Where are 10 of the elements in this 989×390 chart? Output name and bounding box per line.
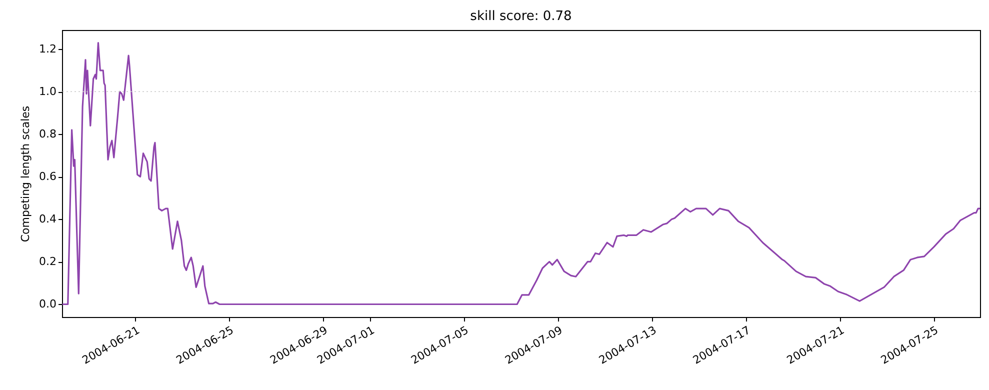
line-series	[62, 42, 980, 306]
y-tick-label: 1.2	[39, 42, 56, 56]
y-tick-label: 0.0	[39, 298, 56, 311]
y-tick-label: 0.2	[39, 255, 56, 268]
chart-title: skill score: 0.78	[470, 9, 572, 24]
y-tick-label: 0.4	[39, 212, 56, 226]
y-tick-label: 0.8	[39, 128, 56, 141]
y-tick-label: 1.0	[39, 85, 56, 98]
y-tick-label: 0.6	[39, 170, 56, 184]
y-axis-title: Competing length scales	[19, 106, 32, 242]
